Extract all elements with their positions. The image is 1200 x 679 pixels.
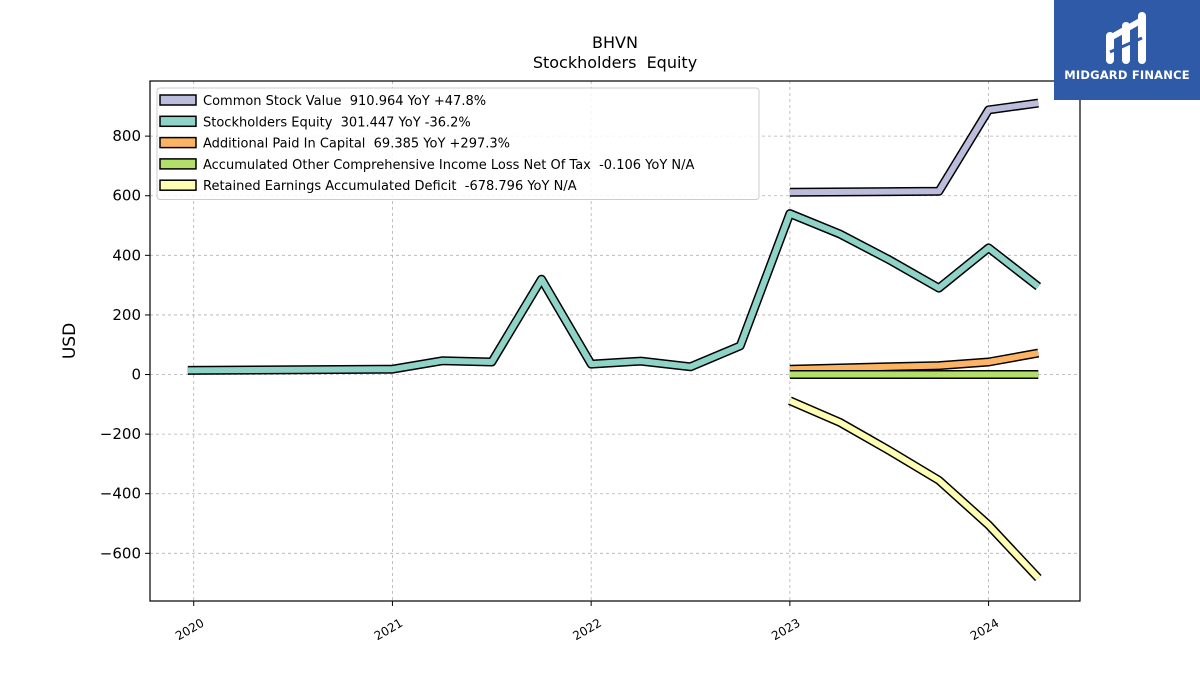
series-outline-0 xyxy=(789,98,1039,197)
y-tick-label: −400 xyxy=(100,485,141,503)
legend-swatch xyxy=(159,158,197,170)
plot-frame xyxy=(149,80,1081,602)
y-tick-label: −600 xyxy=(100,544,141,562)
series-line-4 xyxy=(788,397,1041,581)
midgard-logo-icon xyxy=(1106,12,1146,64)
series-lines xyxy=(187,98,1042,582)
y-axis-label: USD xyxy=(60,323,80,359)
legend-swatch xyxy=(159,94,197,106)
y-tick-label: −200 xyxy=(100,425,141,443)
series-outline-4 xyxy=(788,396,1042,582)
y-tick-label: 600 xyxy=(112,187,141,205)
series-line-2 xyxy=(789,350,1039,373)
legend-label: Stockholders Equity 301.447 YoY -36.2% xyxy=(203,115,471,130)
x-tick-label: 2023 xyxy=(769,616,802,643)
y-tick-label: 200 xyxy=(112,306,141,324)
legend-swatch xyxy=(159,179,197,191)
series-outline-1 xyxy=(187,209,1042,375)
x-tick-label: 2024 xyxy=(968,616,1001,643)
x-tick-label: 2022 xyxy=(570,616,603,643)
legend-label: Accumulated Other Comprehensive Income L… xyxy=(203,158,694,173)
legend-swatch xyxy=(159,115,197,128)
brand-name: MIDGARD FINANCE xyxy=(1064,68,1190,82)
legend-label: Common Stock Value 910.964 YoY +47.8% xyxy=(203,94,486,109)
y-tick-label: 0 xyxy=(131,366,141,384)
y-tick-label: 800 xyxy=(112,127,141,145)
legend-box xyxy=(156,87,760,200)
brand-logo: MIDGARD FINANCE xyxy=(1054,0,1200,100)
x-tick-label: 2020 xyxy=(173,616,206,643)
series-line-1 xyxy=(187,210,1041,374)
series-line-0 xyxy=(789,100,1039,196)
legend-swatch xyxy=(159,136,197,149)
legend-label: Retained Earnings Accumulated Deficit -6… xyxy=(203,179,577,194)
legend-label: Additional Paid In Capital 69.385 YoY +2… xyxy=(203,137,510,152)
y-tick-label: 400 xyxy=(112,246,141,264)
x-tick-label: 2021 xyxy=(372,616,405,643)
legend: Common Stock Value 910.964 YoY +47.8% Sto… xyxy=(156,87,760,200)
chart-title: BHVN xyxy=(592,33,638,52)
chart-subtitle: Stockholders Equity xyxy=(533,53,697,72)
